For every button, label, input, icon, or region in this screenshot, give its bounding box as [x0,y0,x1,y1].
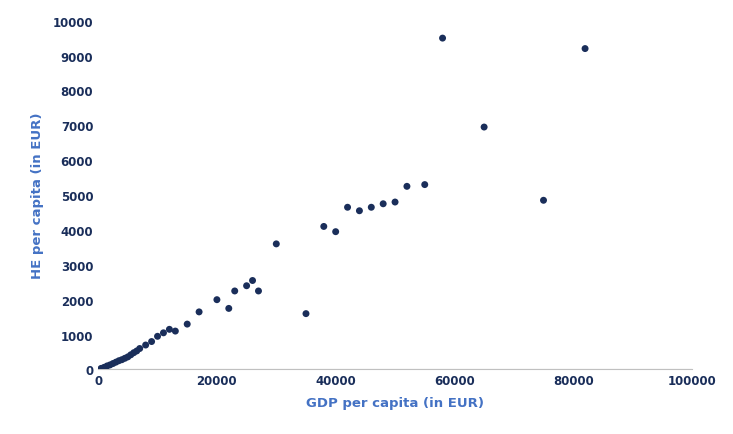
Y-axis label: HE per capita (in EUR): HE per capita (in EUR) [32,112,44,279]
Point [140,342,152,349]
Point [270,241,282,248]
Point [122,354,133,361]
Point [579,46,591,53]
Point [537,197,549,204]
Point [119,355,130,362]
Point [128,349,140,356]
Point [211,296,223,303]
Point [98,364,110,371]
Point [116,356,128,363]
Point [330,229,342,236]
Point [194,309,205,316]
Point [131,348,143,355]
Point [95,365,107,372]
Point [169,328,181,335]
Point [181,321,193,328]
Point [158,329,169,336]
Point [240,283,252,289]
Point [401,184,413,191]
Point [247,277,259,284]
Point [437,36,449,43]
Point [107,360,119,367]
Point [125,352,136,358]
Point [478,124,490,131]
Point [342,204,353,211]
Point [353,208,365,215]
Point [229,288,240,295]
Point [253,288,265,295]
Point [366,204,377,211]
Point [419,182,430,189]
Point [146,338,158,345]
Point [110,359,122,366]
Point [389,199,401,206]
Point [377,201,389,208]
Point [163,326,175,333]
Point [104,362,116,368]
Point [152,333,163,340]
Point [318,224,330,230]
X-axis label: GDP per capita (in EUR): GDP per capita (in EUR) [306,396,484,409]
Point [223,305,235,312]
Point [134,345,146,352]
Point [101,363,113,370]
Point [300,310,312,317]
Point [113,358,125,365]
